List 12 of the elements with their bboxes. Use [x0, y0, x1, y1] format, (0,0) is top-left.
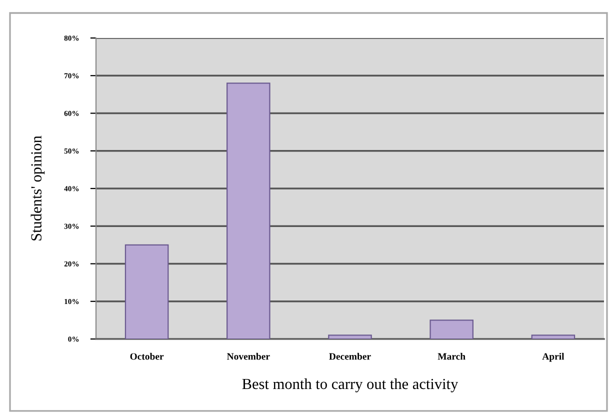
x-tick-label: December [329, 352, 371, 360]
bar [328, 334, 372, 339]
bar [531, 334, 576, 339]
bar [430, 320, 474, 339]
x-tick-label: October [130, 352, 164, 360]
x-tick-label: March [438, 352, 466, 360]
x-tick-label: November [226, 352, 270, 360]
x-axis-title: Best month to carry out the activity [242, 378, 458, 392]
x-tick-label: April [542, 352, 564, 362]
bar [124, 244, 169, 339]
y-axis-title: Students' opinion [30, 136, 45, 240]
bar [226, 82, 270, 339]
